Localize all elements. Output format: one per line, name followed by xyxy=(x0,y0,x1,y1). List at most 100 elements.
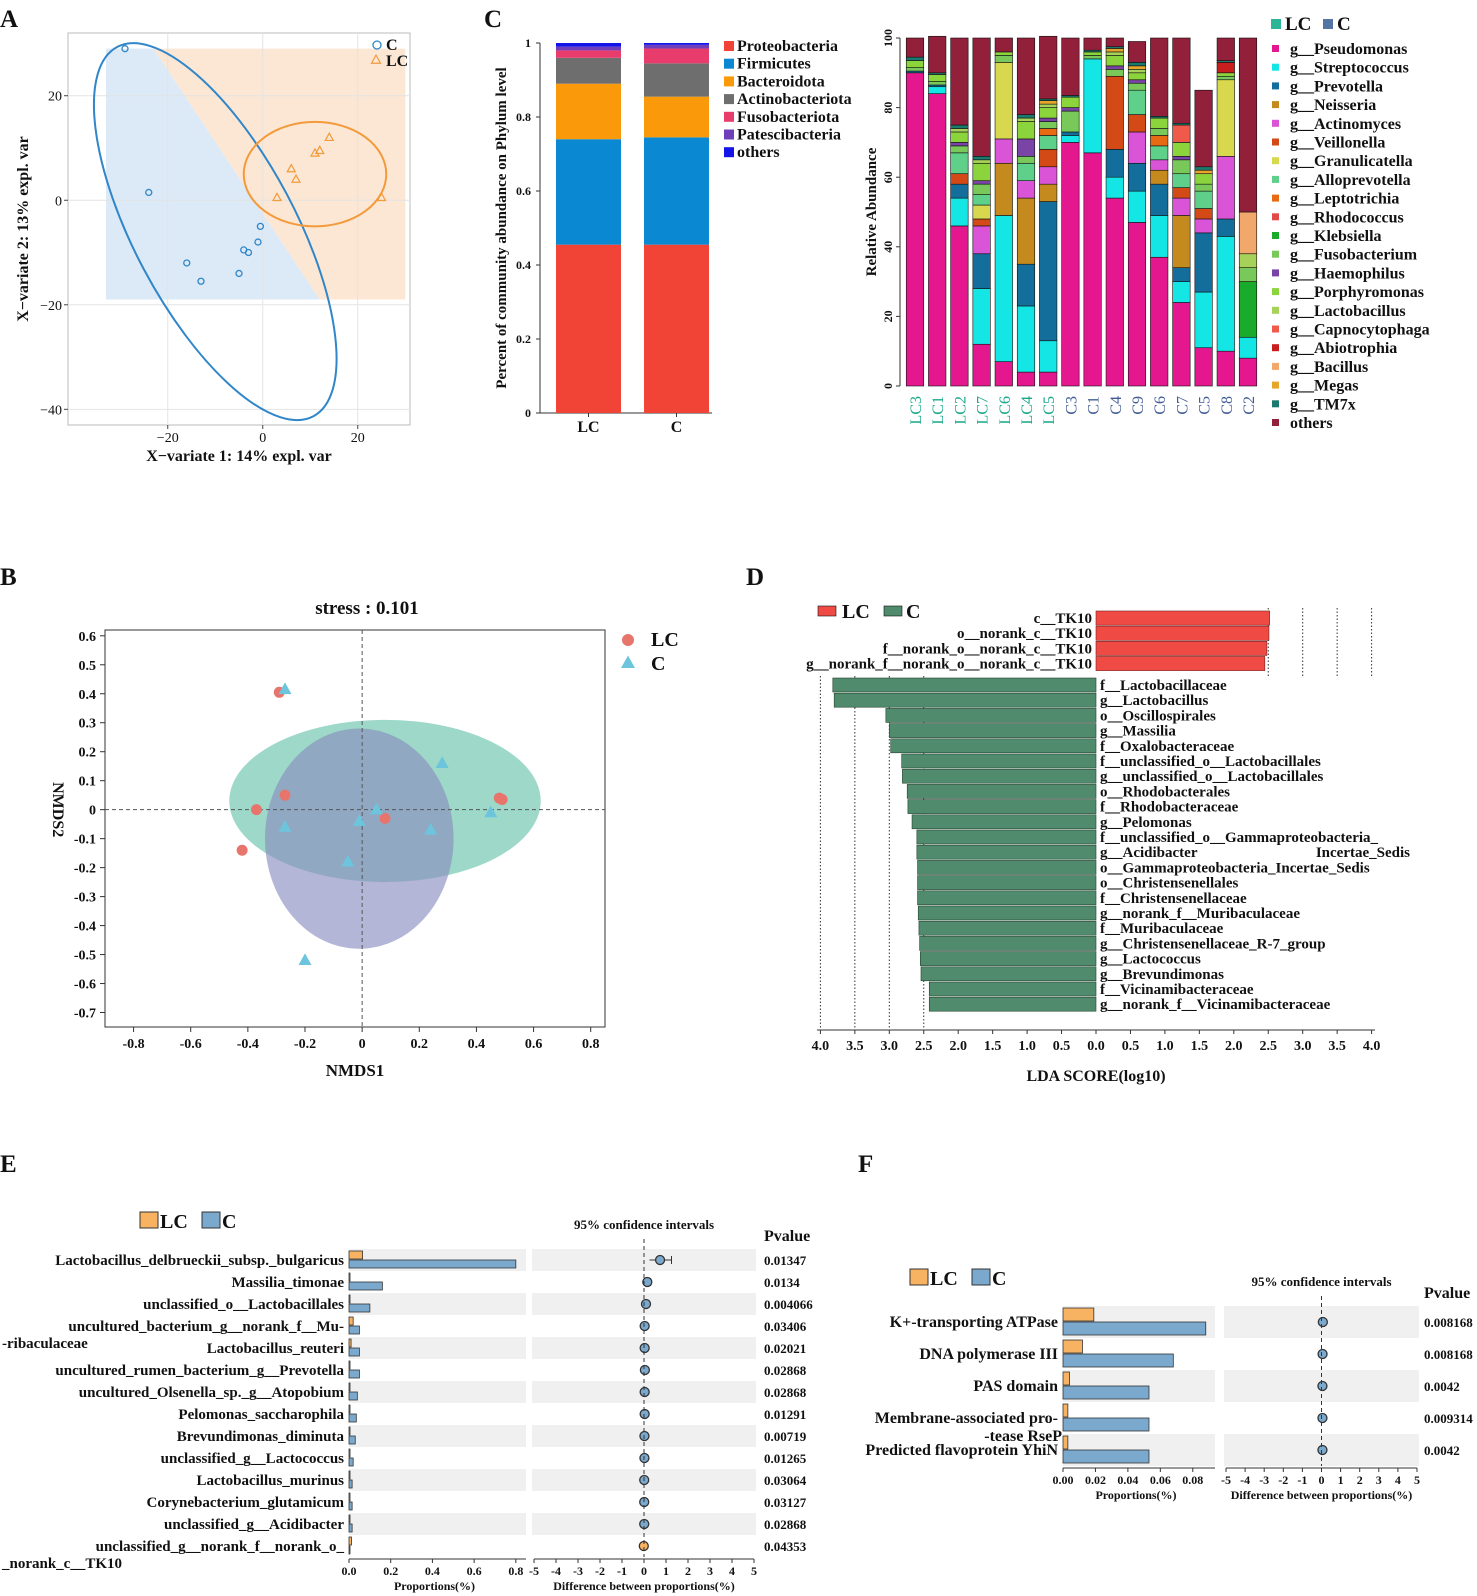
diff-tick-label: 3 xyxy=(1376,1473,1382,1487)
legend-swatch xyxy=(1272,288,1279,296)
p-value: 0.03406 xyxy=(764,1319,807,1334)
lda-label-lc: f__norank_o__norank_c__TK10 xyxy=(883,641,1092,657)
y-tick-label: -0.3 xyxy=(74,891,96,906)
bar-segment xyxy=(950,124,969,129)
c-point xyxy=(145,188,153,197)
bar-segment xyxy=(1194,169,1213,175)
legend-label: g__Alloprevotella xyxy=(1290,172,1411,189)
legend-label: others xyxy=(737,144,780,161)
ci-title: 95% confidence intervals xyxy=(574,1217,714,1232)
x-tick-label: 2.0 xyxy=(1225,1039,1243,1054)
legend-swatch xyxy=(724,76,734,87)
x-tick-label: 3.5 xyxy=(1328,1039,1346,1054)
bar-segment xyxy=(905,56,925,61)
legend-c-swatch xyxy=(883,605,903,617)
p-value: 0.01265 xyxy=(764,1451,807,1466)
p-value: 0.0042 xyxy=(1424,1379,1460,1394)
legend-swatch xyxy=(724,129,734,140)
p-value: 0.008168 xyxy=(1424,1347,1473,1362)
bar-segment xyxy=(1194,208,1213,220)
y-tick-label: 0 xyxy=(89,804,96,819)
bar-segment xyxy=(556,83,621,140)
bar-segment xyxy=(905,67,925,72)
bar-segment xyxy=(1172,187,1191,199)
bar-segment xyxy=(972,37,991,157)
bar-segment xyxy=(1150,135,1169,147)
prop-tick-label: 0.06 xyxy=(1150,1473,1171,1487)
bar-c xyxy=(348,1347,360,1357)
prop-tick-label: 0.04 xyxy=(1117,1473,1138,1487)
bar-segment xyxy=(556,46,621,51)
legend-swatch xyxy=(1272,175,1279,183)
bar-lc xyxy=(1062,1307,1095,1322)
x-tick-label: -0.2 xyxy=(294,1037,316,1052)
lda-bar-c xyxy=(832,677,1097,693)
lda-label-c: g__unclassified_o__Lactobacillales xyxy=(1100,769,1324,785)
c-point xyxy=(121,45,129,53)
bar-segment xyxy=(950,225,969,387)
legend-c-label: C xyxy=(222,1211,236,1233)
bar-segment xyxy=(1194,218,1213,234)
bar-c xyxy=(348,1281,383,1291)
bar-segment xyxy=(1194,183,1213,192)
bar-segment xyxy=(1061,142,1080,387)
c-point xyxy=(197,277,205,285)
bar-segment xyxy=(1061,107,1080,112)
bar-segment xyxy=(1039,117,1058,122)
lda-label-c: f__Lactobacillaceae xyxy=(1100,678,1227,694)
bar-segment xyxy=(994,55,1013,63)
y-tick-label: 100 xyxy=(881,29,895,47)
prop-axis-title: Proportions(%) xyxy=(1095,1488,1176,1502)
feature-label: uncultured_rumen_bacterium_g__Prevotella xyxy=(55,1363,344,1379)
bar-segment xyxy=(556,244,621,413)
legend-label: Actinobacteriota xyxy=(737,91,852,108)
p-value: 0.04353 xyxy=(764,1539,807,1554)
y-tick-label: -0.6 xyxy=(74,978,96,993)
bar-lc xyxy=(348,1404,351,1414)
bar-segment xyxy=(1127,190,1147,223)
x-tick-label: LC5 xyxy=(1041,396,1058,424)
x-tick-label: LC1 xyxy=(930,396,947,424)
c-point xyxy=(254,238,262,246)
lc-point xyxy=(376,192,387,202)
bar-segment xyxy=(644,48,709,64)
x-tick-label: 2.5 xyxy=(1260,1039,1278,1054)
bar-segment xyxy=(1216,350,1235,387)
bar-segment xyxy=(1039,107,1058,119)
bar-lc xyxy=(348,1272,351,1282)
x-tick-label: C4 xyxy=(1108,396,1125,415)
y-tick-label: 0.6 xyxy=(516,184,531,198)
legend-swatch xyxy=(1272,362,1279,370)
bar-segment xyxy=(1061,131,1080,136)
bar-segment xyxy=(1150,183,1169,216)
lda-label-c-cont: Incertae_Sedis xyxy=(1316,845,1410,861)
bar-segment xyxy=(1216,218,1235,237)
bar-segment xyxy=(950,173,969,185)
x-tick-label: C5 xyxy=(1197,396,1214,415)
prop-tick-label: 0.8 xyxy=(508,1564,523,1578)
bar-c xyxy=(348,1457,354,1467)
x-tick-label: 0.8 xyxy=(582,1037,600,1052)
lda-label-c: g__Massilia xyxy=(1100,724,1176,740)
legend-swatch xyxy=(1272,306,1279,314)
bar-segment xyxy=(1039,103,1058,108)
bar-segment xyxy=(905,72,925,387)
feature-label: Brevundimonas_diminuta xyxy=(177,1429,345,1445)
bar-segment xyxy=(1083,55,1102,60)
lda-bar-lc xyxy=(1095,610,1270,626)
bar-segment xyxy=(994,361,1013,387)
legend-c-marker xyxy=(621,655,635,669)
prop-tick-label: 0.4 xyxy=(425,1564,440,1578)
y-tick-label: 0.1 xyxy=(79,775,97,790)
bar-segment xyxy=(1127,89,1147,115)
lda-bar-c xyxy=(907,799,1097,814)
x-tick-label: -0.8 xyxy=(122,1037,144,1052)
panel-c-phylum: 0 0.2 0.4 0.6 0.8 1 LC C Percent of community ab… xyxy=(494,36,852,436)
bar-lc xyxy=(348,1470,351,1480)
y-tick-label: −20 xyxy=(40,299,62,314)
lda-label-c: o__Christensenellales xyxy=(1100,876,1238,892)
legend-c-marker xyxy=(372,40,382,50)
lda-bar-c xyxy=(917,890,1097,906)
bar-segment xyxy=(1238,37,1258,213)
x-tick-label: C8 xyxy=(1219,396,1236,415)
